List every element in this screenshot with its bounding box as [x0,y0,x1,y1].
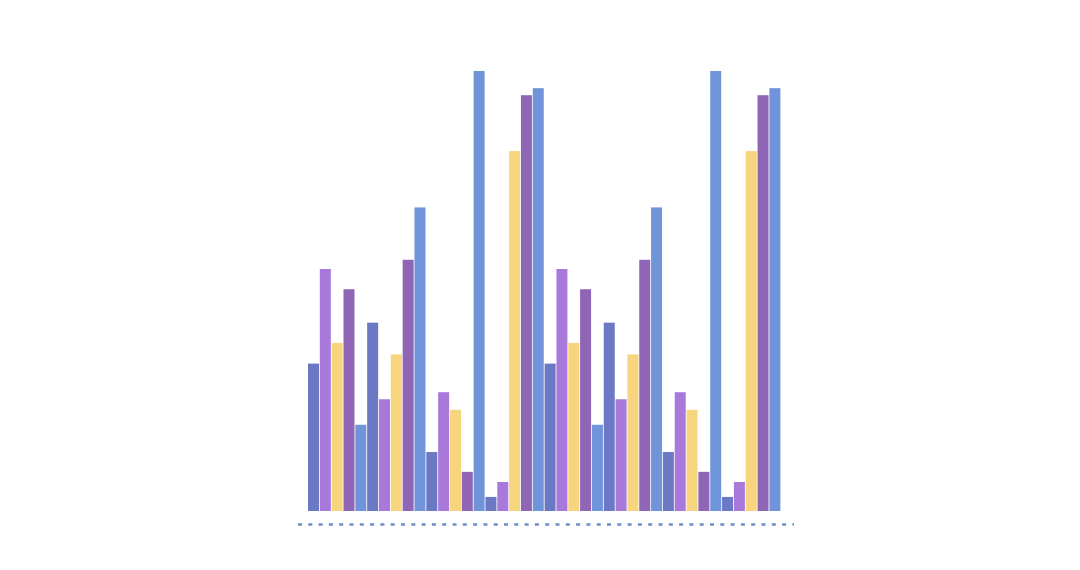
bar-group-2-bar-9 [639,259,651,511]
bar-group-2-bar-13 [686,409,698,511]
bar-group-1-bar-16 [485,496,497,511]
bar-group-1-bar-14 [461,471,473,511]
bar-group-2-bar-18 [745,151,757,511]
bar-group-1-bar-8 [390,354,402,511]
bar-group-2-bar-2 [556,269,568,511]
bar-group-1-bar-12 [438,392,450,511]
bar-group-2-bar-7 [615,399,627,511]
bar-group-1-bar-15 [473,71,485,511]
bar-group-2-bar-6 [603,322,615,511]
bar-group-2-bar-20 [769,88,781,511]
bar-group-1-bar-2 [319,269,331,511]
bar-group-2-bar-17 [733,481,745,511]
bar-group-1-bar-7 [378,399,390,511]
bar-group-2-bar-11 [662,452,674,511]
bar-group-1-bar-3 [331,342,343,511]
bar-group-1-bar-6 [367,322,379,511]
bar-group-2-bar-1 [544,363,556,511]
bar-group-2-bar-12 [674,392,686,511]
bar-group-2-bar-14 [698,471,710,511]
bar-group-2-bar-16 [722,496,734,511]
bar-group-2-bar-5 [591,424,603,511]
bar-group-2-bar-8 [627,354,639,511]
bar-group-2-bar-10 [651,207,663,511]
bar-group-2-bar-15 [710,71,722,511]
bars-layer [308,71,781,511]
bar-group-1-bar-17 [497,481,509,511]
bar-group-1-bar-10 [414,207,426,511]
bar-group-1-bar-5 [355,424,367,511]
bar-group-2-bar-4 [580,289,592,511]
bar-group-1-bar-4 [343,289,355,511]
bar-group-1-bar-18 [509,151,521,511]
bar-group-1-bar-13 [449,409,461,511]
bar-group-1-bar-9 [402,259,414,511]
bar-group-1-bar-20 [532,88,544,511]
bar-group-2-bar-19 [757,95,769,511]
bar-group-2-bar-3 [568,342,580,511]
bar-group-1-bar-11 [426,452,438,511]
bar-group-1-bar-19 [520,95,532,511]
bar-group-1-bar-1 [308,363,319,511]
